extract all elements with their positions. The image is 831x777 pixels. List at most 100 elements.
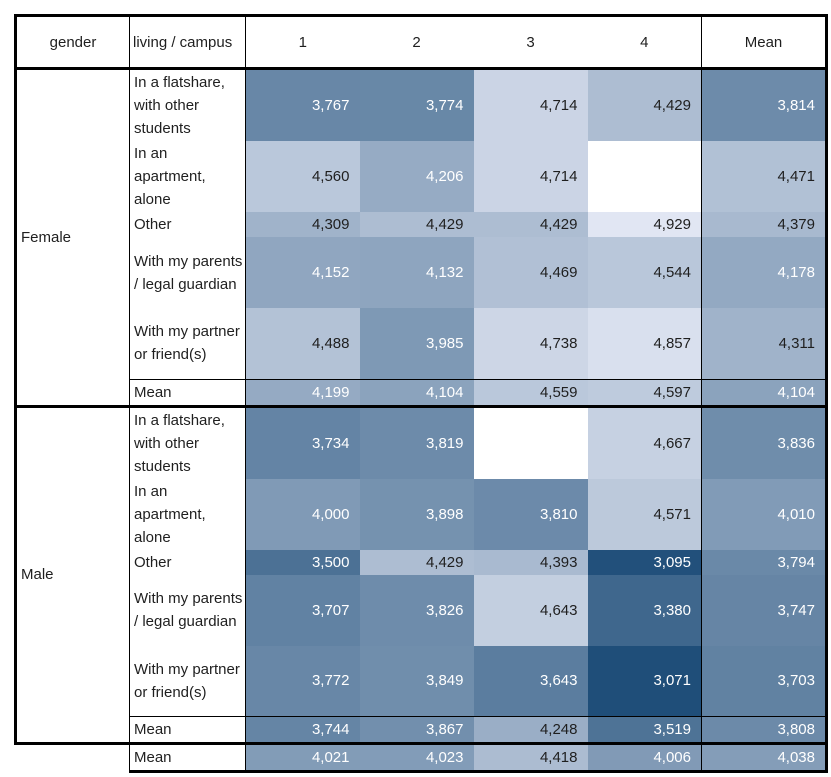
row-mean-cell: 3,794 <box>701 549 828 575</box>
header-living-campus: living / campus <box>129 14 246 70</box>
row-label: With my partner or friend(s) <box>129 645 246 717</box>
value-cell: 3,380 <box>587 574 702 646</box>
row-label: With my parents / legal guardian <box>129 574 246 646</box>
value-cell: 3,849 <box>359 645 474 717</box>
row-mean-cell: 3,808 <box>701 716 828 744</box>
value-cell: 3,643 <box>473 645 588 717</box>
row-label: Mean <box>129 716 246 744</box>
row-mean-cell: 3,747 <box>701 574 828 646</box>
value-cell: 3,744 <box>245 716 360 744</box>
value-cell: 3,707 <box>245 574 360 646</box>
row-label: Mean <box>129 742 246 773</box>
value-cell: 4,857 <box>587 308 702 379</box>
value-cell: 3,826 <box>359 574 474 646</box>
row-mean-cell: 4,379 <box>701 212 828 237</box>
gender-cell-empty <box>15 742 130 772</box>
value-cell: 4,132 <box>359 237 474 308</box>
value-cell: 4,714 <box>473 68 588 141</box>
value-cell: 4,021 <box>245 742 360 773</box>
value-cell <box>587 141 702 212</box>
value-cell: 4,152 <box>245 237 360 308</box>
value-cell: 3,985 <box>359 308 474 379</box>
table-row: With my partner or friend(s) 4,488 3,985 4,… <box>16 308 828 379</box>
header-gender: gender <box>14 14 130 70</box>
row-label: Other <box>129 212 246 237</box>
value-cell: 4,667 <box>587 404 702 479</box>
value-cell: 4,469 <box>473 237 588 308</box>
table-row: Male In a flatshare, with other students 3… <box>14 404 828 744</box>
header-2: 2 <box>359 14 474 70</box>
header-1: 1 <box>245 14 360 70</box>
value-cell: 3,095 <box>587 549 702 575</box>
table-header: gender living / campus 1 2 3 4 Mean <box>14 14 828 70</box>
table-row: With my parents / legal guardian 3,707 3,8… <box>16 574 828 646</box>
value-cell: 3,774 <box>359 68 474 141</box>
value-cell: 4,393 <box>473 549 588 575</box>
row-label: With my parents / legal guardian <box>129 237 246 308</box>
value-cell: 3,819 <box>359 404 474 479</box>
value-cell: 4,429 <box>473 212 588 237</box>
value-cell: 3,071 <box>587 645 702 717</box>
row-mean-cell: 4,311 <box>701 308 828 379</box>
subtotal-row: Mean 3,744 3,867 4,248 3,519 3,808 <box>16 716 828 744</box>
value-cell: 3,772 <box>245 645 360 717</box>
row-label: In an apartment, alone <box>129 141 246 212</box>
value-cell: 4,104 <box>359 378 474 406</box>
value-cell: 4,206 <box>359 141 474 212</box>
value-cell: 4,023 <box>359 742 474 773</box>
table-row: In an apartment, alone 4,000 3,898 3,810 4,5… <box>16 478 828 550</box>
value-cell: 4,418 <box>473 742 588 773</box>
value-cell: 3,767 <box>245 68 360 141</box>
gender-cell-male: Male <box>14 404 130 744</box>
value-cell: 4,597 <box>587 378 702 406</box>
value-cell <box>473 404 588 479</box>
table-body: Female In a flatshare, with other student… <box>14 68 828 773</box>
row-mean-cell: 3,814 <box>701 68 828 141</box>
value-cell: 4,714 <box>473 141 588 212</box>
row-mean-cell: 4,010 <box>701 478 828 550</box>
value-cell: 4,571 <box>587 478 702 550</box>
living-campus-heatmap-table: gender living / campus 1 2 3 4 Mean Female In a… <box>14 14 828 773</box>
value-cell: 4,560 <box>245 141 360 212</box>
value-cell: 4,488 <box>245 308 360 379</box>
value-cell: 4,643 <box>473 574 588 646</box>
table-row: In an apartment, alone 4,560 4,206 4,714 4,4… <box>16 141 828 212</box>
row-mean-cell: 3,836 <box>701 404 828 479</box>
gender-cell-female: Female <box>14 68 130 406</box>
header-row: gender living / campus 1 2 3 4 Mean <box>14 14 828 70</box>
row-label: With my partner or friend(s) <box>129 308 246 379</box>
table-row: Other 4,309 4,429 4,429 4,929 4,379 <box>16 212 828 237</box>
value-cell: 3,500 <box>245 549 360 575</box>
value-cell: 4,929 <box>587 212 702 237</box>
header-mean: Mean <box>701 14 828 70</box>
value-cell: 3,810 <box>473 478 588 550</box>
value-cell: 4,738 <box>473 308 588 379</box>
header-4: 4 <box>587 14 702 70</box>
table-row: Female In a flatshare, with other student… <box>14 68 828 406</box>
value-cell: 3,867 <box>359 716 474 744</box>
value-cell: 4,248 <box>473 716 588 744</box>
value-cell: 4,429 <box>587 68 702 141</box>
row-mean-cell: 3,703 <box>701 645 828 717</box>
value-cell: 4,544 <box>587 237 702 308</box>
value-cell: 3,734 <box>245 404 360 479</box>
value-cell: 4,559 <box>473 378 588 406</box>
header-3: 3 <box>473 14 588 70</box>
row-label: In an apartment, alone <box>129 478 246 550</box>
value-cell: 4,000 <box>245 478 360 550</box>
subtotal-row: Mean 4,199 4,104 4,559 4,597 4,104 <box>16 378 828 406</box>
row-mean-cell: 4,104 <box>701 378 828 406</box>
row-label: Other <box>129 549 246 575</box>
row-label: In a flatshare, with other students <box>129 404 246 479</box>
row-mean-cell: 4,038 <box>701 742 828 773</box>
row-mean-cell: 4,471 <box>701 141 828 212</box>
table-row: With my partner or friend(s) 3,772 3,849 3,… <box>16 645 828 717</box>
value-cell: 3,898 <box>359 478 474 550</box>
value-cell: 3,519 <box>587 716 702 744</box>
value-cell: 4,006 <box>587 742 702 773</box>
value-cell: 4,199 <box>245 378 360 406</box>
row-label: Mean <box>129 378 246 406</box>
value-cell: 4,429 <box>359 549 474 575</box>
overall-mean-row: Mean 4,021 4,023 4,418 4,006 4,038 <box>15 742 828 773</box>
